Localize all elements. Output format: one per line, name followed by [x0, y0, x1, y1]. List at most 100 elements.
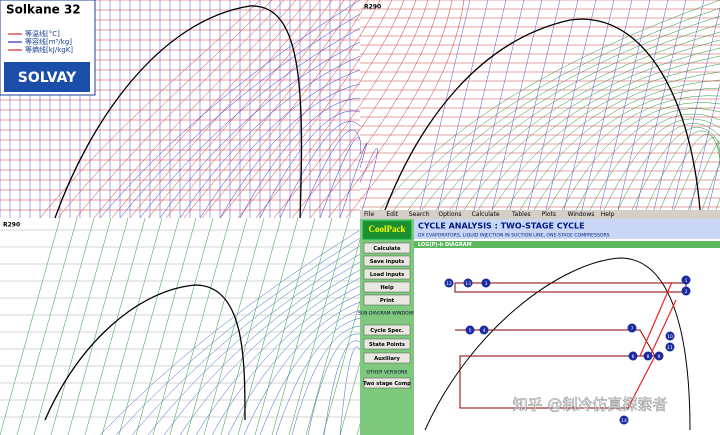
state-point [643, 351, 653, 361]
isoline [617, 123, 720, 211]
saturation-dome [44, 284, 246, 421]
menu-item[interactable]: Windows [568, 211, 595, 218]
isoline [689, 82, 720, 211]
isoline [99, 229, 361, 435]
isoline [339, 142, 367, 219]
isoline [603, 118, 720, 211]
menu-item[interactable]: Calculate [472, 211, 500, 218]
button[interactable] [363, 268, 411, 280]
isoline [33, 217, 95, 435]
isoline [659, 134, 720, 211]
isoline [237, 0, 393, 219]
isoline [701, 161, 720, 211]
saturation-dome [384, 18, 701, 211]
button[interactable] [363, 281, 411, 293]
button[interactable] [363, 242, 411, 254]
state-point-label: 1 [685, 278, 688, 284]
state-point [619, 415, 629, 425]
isoline [169, 217, 231, 435]
isoline [291, 325, 361, 435]
saturation-dome [54, 5, 303, 219]
isoline [165, 0, 345, 219]
isoline [505, 71, 720, 211]
sub-button[interactable] [363, 324, 411, 336]
sub-button[interactable] [363, 338, 411, 350]
isoline [201, 0, 369, 219]
isoline [307, 333, 361, 435]
isoline [419, 0, 471, 211]
sub-button-label: State Points [369, 342, 405, 348]
menu-item[interactable]: File [364, 211, 374, 218]
state-point [681, 286, 691, 296]
isoline [259, 110, 361, 219]
isoline [220, 217, 282, 435]
button[interactable] [363, 255, 411, 267]
state-point-label: 7 [631, 326, 634, 332]
isoline [179, 269, 361, 435]
isoline [631, 126, 720, 211]
menu-item[interactable]: Plots [542, 211, 556, 218]
state-point-label: 2 [685, 289, 688, 295]
cycle-path [627, 281, 677, 409]
isoline [393, 7, 720, 211]
menu-item[interactable]: Search [409, 211, 430, 218]
header-bar [414, 219, 720, 239]
menu-item[interactable]: Options [438, 211, 461, 218]
sub-button-label: Auxiliary [374, 356, 400, 362]
button-label: Print [380, 298, 395, 304]
isoline [131, 245, 361, 435]
state-point [665, 331, 675, 341]
sub-button[interactable] [363, 352, 411, 364]
state-point [628, 351, 638, 361]
isoline [455, 0, 507, 211]
isoline [159, 41, 361, 219]
isoline [227, 293, 361, 435]
button[interactable] [363, 294, 411, 306]
legend-label: 等容线[m³/kg] [25, 37, 72, 46]
diagram-label: LOG(P)-h DIAGRAM [418, 242, 472, 248]
state-point [479, 325, 489, 335]
isoline [163, 261, 361, 435]
legend-label: 等熵线[kJ/kgK] [25, 45, 73, 54]
diagram-title: R290 [364, 4, 381, 11]
menu-item[interactable]: Tables [511, 211, 531, 218]
state-point [654, 351, 664, 361]
state-point-label: 14 [621, 418, 627, 424]
isoline [589, 113, 720, 211]
isoline [119, 13, 361, 219]
isoline [255, 0, 405, 219]
button-label: Load inputs [370, 272, 404, 278]
isoline [254, 217, 316, 435]
version-button[interactable] [363, 377, 411, 389]
watermark: 知乎 @制冷仿真探索者 [513, 396, 668, 414]
isoline [305, 217, 367, 435]
isoline [279, 121, 361, 219]
isoline [323, 340, 361, 435]
isoline [599, 0, 651, 211]
isoline [645, 130, 720, 211]
menu-item[interactable]: Help [601, 211, 615, 218]
isoline [118, 217, 180, 435]
isoline [0, 217, 61, 435]
state-point [681, 275, 691, 285]
isoline [211, 285, 361, 435]
isoline [84, 217, 146, 435]
menu-bar [360, 210, 720, 219]
isoline [491, 0, 543, 211]
state-point-label: 5 [469, 328, 472, 334]
isoline [327, 0, 453, 219]
isoline [421, 23, 720, 211]
isoline [435, 31, 720, 211]
isoline [99, 0, 361, 219]
state-point-label: 11 [667, 345, 673, 351]
sub-button-label: Cycle Spec. [370, 328, 403, 334]
menu-item[interactable]: Edit [386, 211, 398, 218]
isoline [473, 0, 525, 211]
logo-title: Solkane 32 [6, 3, 81, 17]
main-area [414, 219, 720, 435]
isoline [199, 69, 361, 219]
isoline [299, 129, 361, 219]
panel-r290-top [360, 0, 720, 210]
isoline [16, 217, 78, 435]
section-heading: SUB-DIAGRAM WINDOWS [358, 311, 416, 317]
